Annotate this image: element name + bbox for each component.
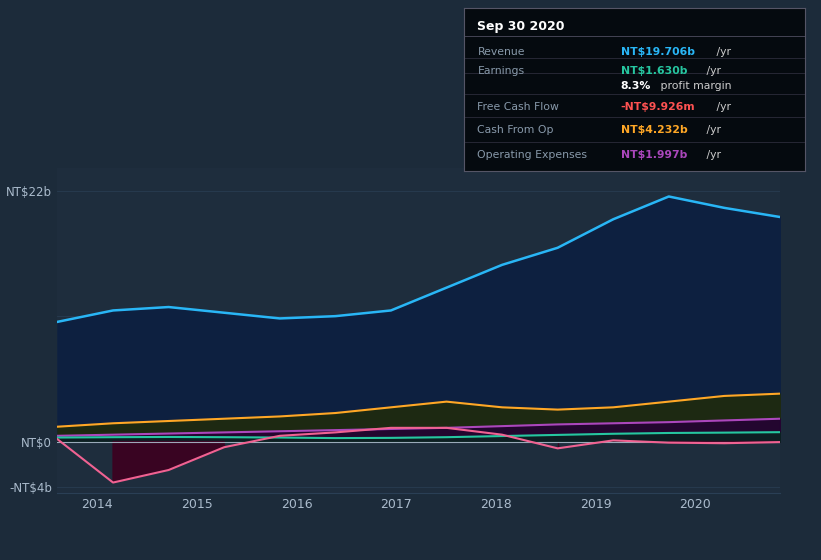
Text: NT$4.232b: NT$4.232b [621, 125, 687, 135]
Text: /yr: /yr [713, 102, 731, 113]
Text: NT$19.706b: NT$19.706b [621, 47, 695, 57]
Text: NT$1.630b: NT$1.630b [621, 66, 687, 76]
Text: NT$1.997b: NT$1.997b [621, 150, 687, 160]
Text: Operating Expenses: Operating Expenses [478, 150, 588, 160]
Text: Revenue: Revenue [478, 47, 525, 57]
Text: Cash From Op: Cash From Op [478, 125, 554, 135]
Text: /yr: /yr [713, 47, 731, 57]
Text: profit margin: profit margin [658, 81, 732, 91]
Text: Sep 30 2020: Sep 30 2020 [478, 20, 565, 33]
Text: Earnings: Earnings [478, 66, 525, 76]
Text: /yr: /yr [704, 125, 722, 135]
Text: /yr: /yr [704, 66, 722, 76]
Text: -NT$9.926m: -NT$9.926m [621, 102, 695, 113]
Text: Free Cash Flow: Free Cash Flow [478, 102, 559, 113]
Text: /yr: /yr [704, 150, 722, 160]
Text: 8.3%: 8.3% [621, 81, 651, 91]
